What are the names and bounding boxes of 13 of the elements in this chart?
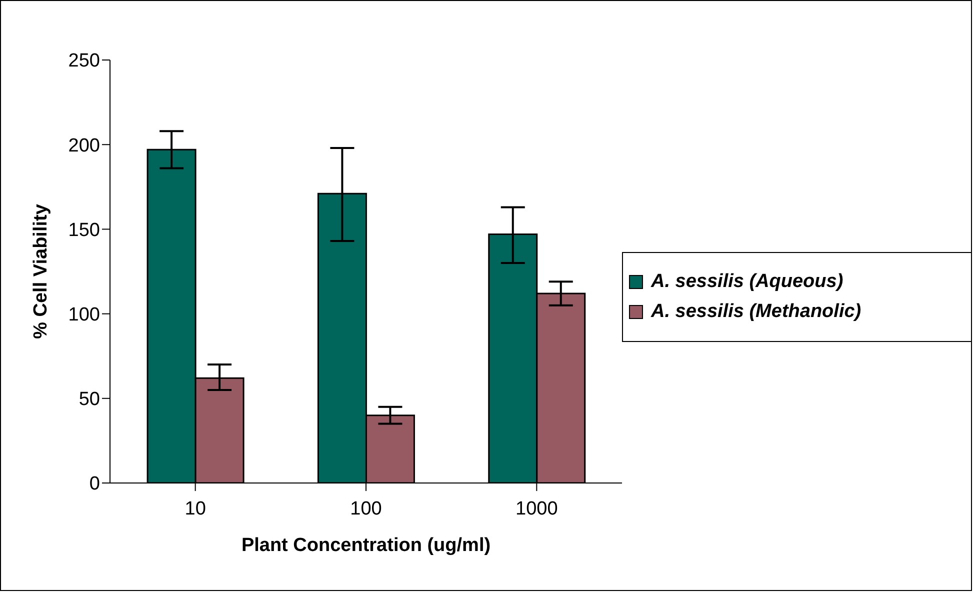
y-tick-label: 250 [68, 50, 100, 72]
y-tick-label: 200 [68, 135, 100, 156]
legend-label: A. sessilis (Methanolic) [651, 300, 862, 322]
y-tick-label: 50 [78, 389, 100, 410]
y-axis-title: % Cell Viability [30, 204, 52, 339]
y-tick-label: 0 [89, 474, 100, 495]
legend-label: A. sessilis (Aqueous) [651, 270, 844, 292]
y-tick-label: 150 [68, 220, 100, 241]
x-axis-title: Plant Concentration (ug/ml) [241, 535, 491, 556]
x-tick-label: 10 [184, 498, 206, 520]
x-tick-label: 1000 [516, 498, 558, 520]
x-tick-label: 100 [350, 498, 382, 520]
y-tick-label: 100 [68, 304, 100, 326]
